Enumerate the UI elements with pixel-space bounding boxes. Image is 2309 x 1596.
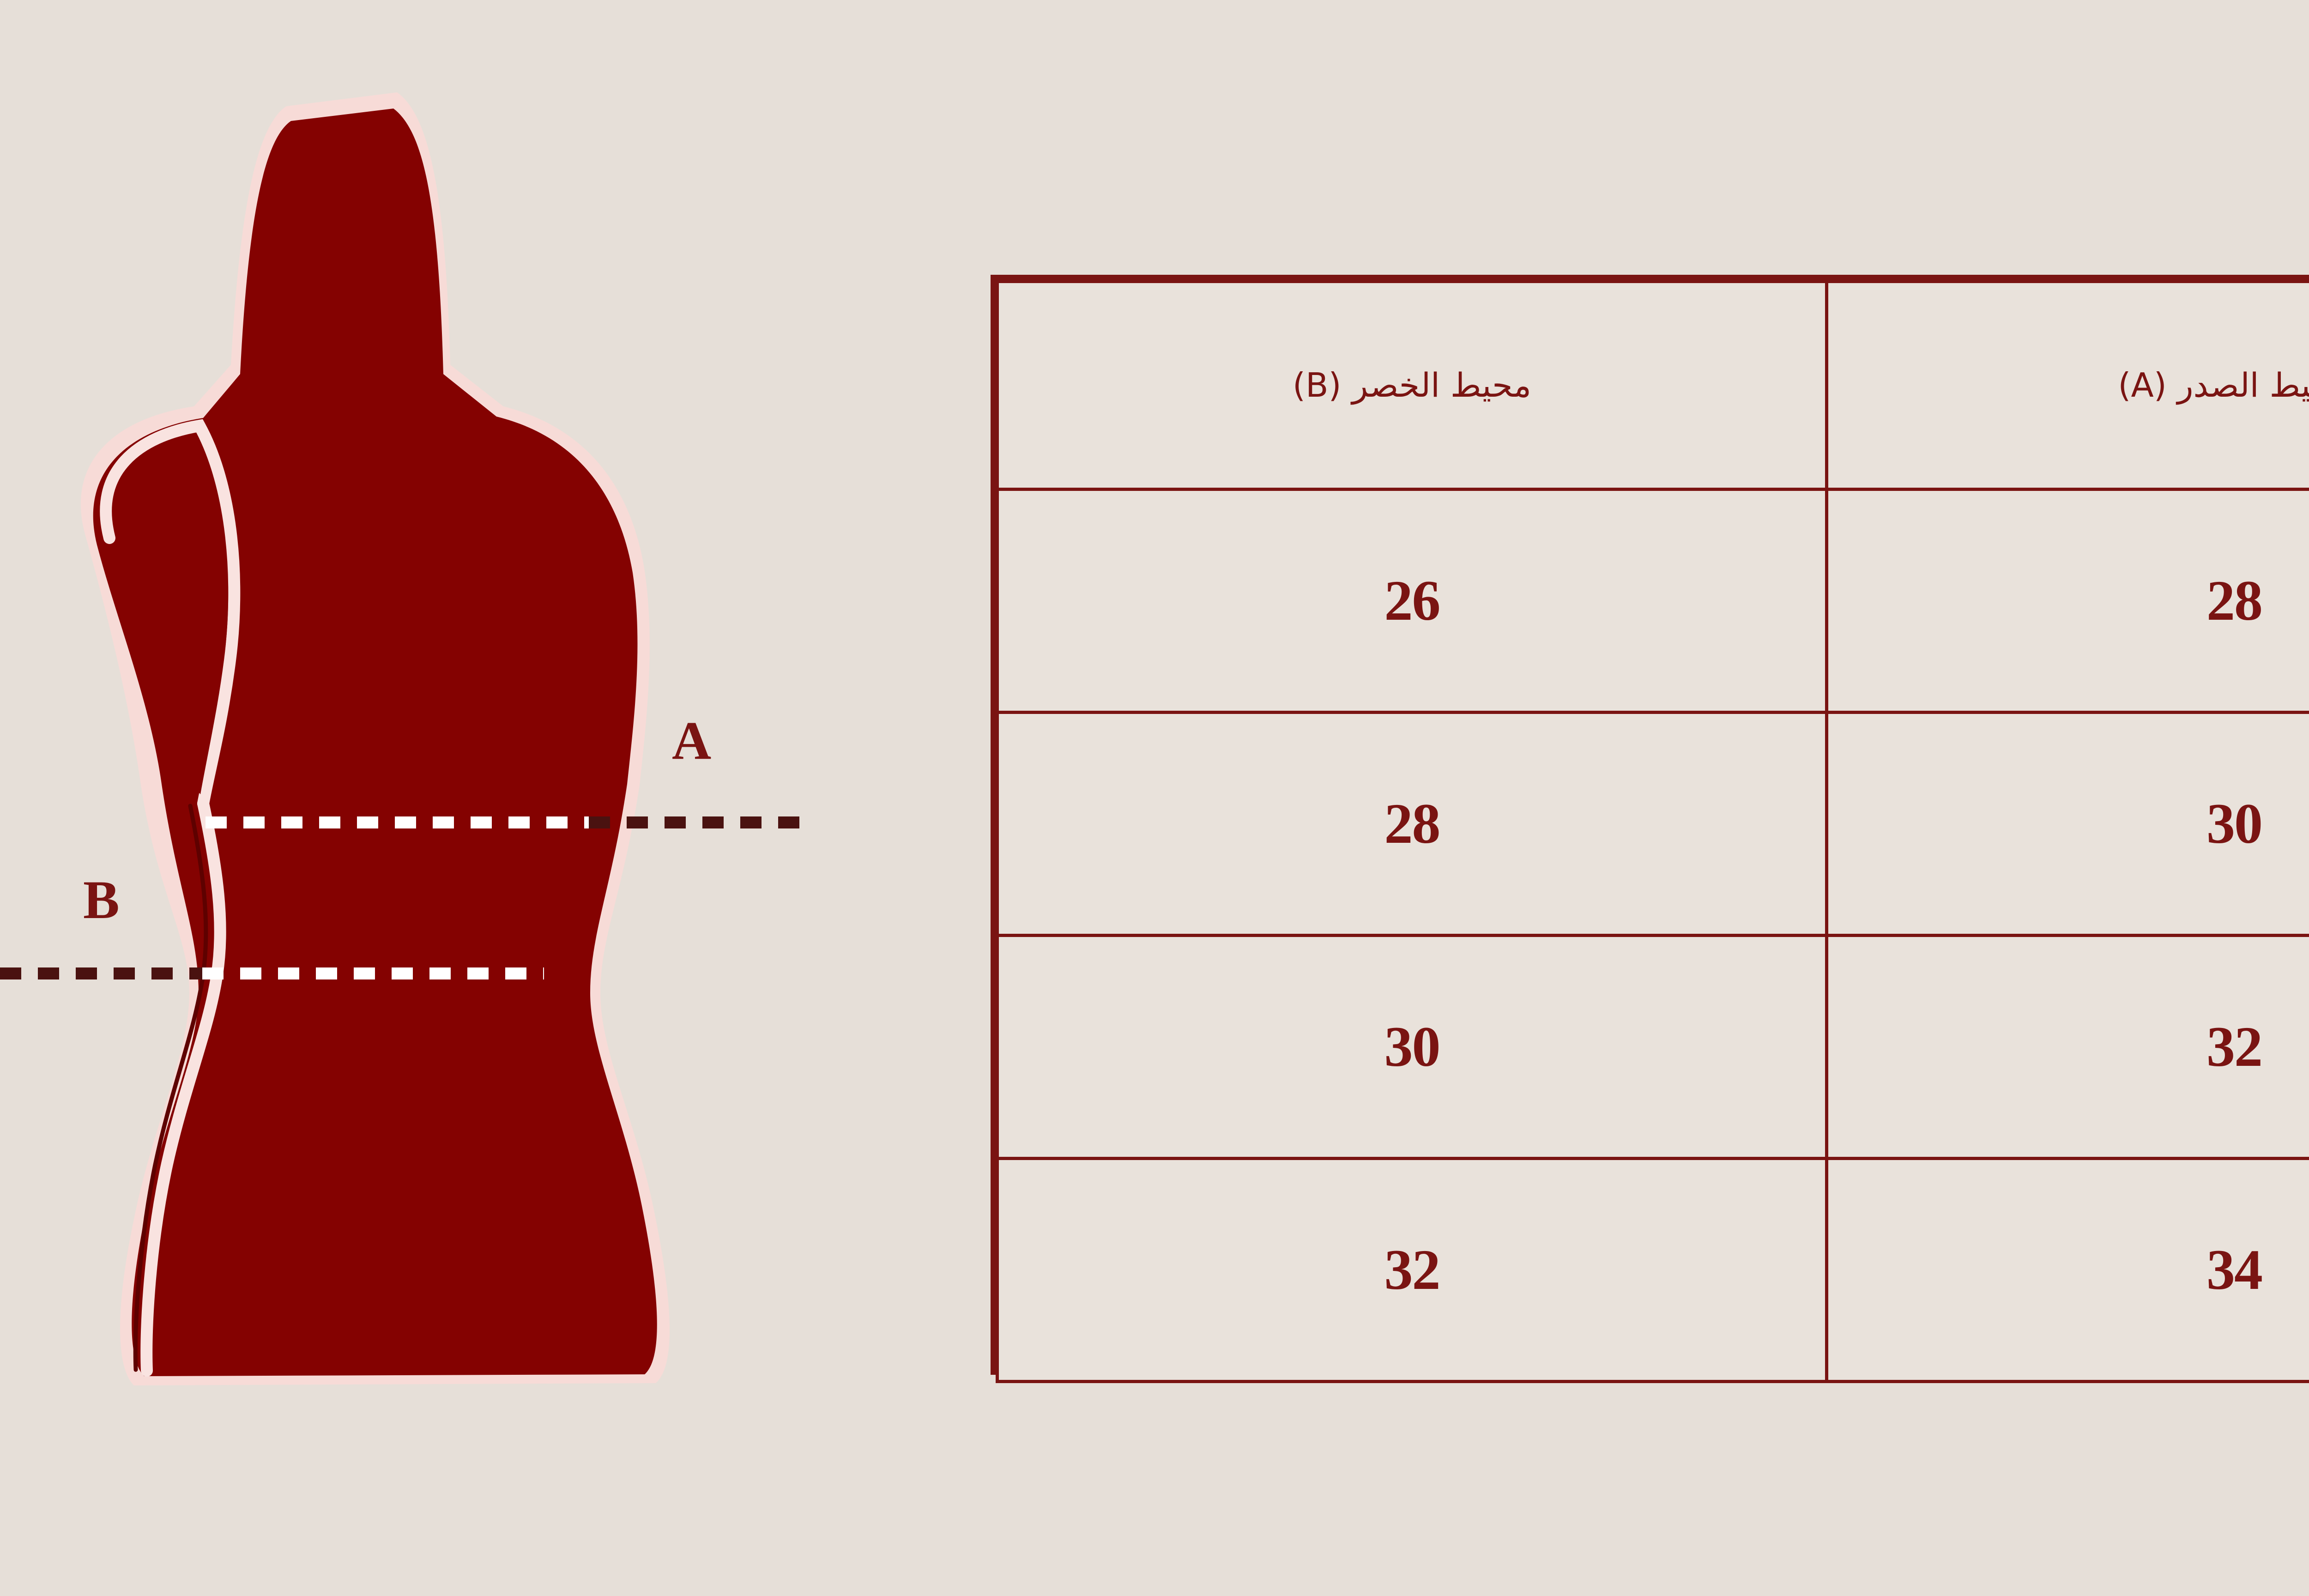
- dress-form-svg: [0, 92, 804, 1385]
- cell-waist: 32: [996, 1157, 1828, 1383]
- cell-chest: 28: [1825, 488, 2309, 714]
- table-row: 28 30 M: [996, 711, 2309, 937]
- table-header-row: محيط الخصر (B) محيط الصدر (A) المقاس (إن…: [996, 280, 2309, 491]
- cell-chest: 30: [1825, 711, 2309, 937]
- side-seam-line: [140, 798, 226, 1377]
- armhole-outline: [100, 419, 241, 810]
- armhole-inner-shade: [118, 450, 229, 794]
- cell-waist: 28: [996, 711, 1828, 937]
- mannequin-silhouette: [93, 109, 657, 1376]
- cell-waist: 26: [996, 488, 1828, 714]
- side-seam-line-2: [133, 804, 208, 1372]
- waist-measure-label-b: B: [83, 870, 120, 930]
- table-row: 30 32 L: [996, 934, 2309, 1160]
- mannequin-illustration: A B: [0, 0, 970, 1596]
- table-row: 26 28 S: [996, 488, 2309, 714]
- size-chart-table: محيط الخصر (B) محيط الصدر (A) المقاس (إن…: [991, 275, 2309, 1383]
- chest-measure-label-a: A: [672, 710, 712, 771]
- cell-waist: 30: [996, 934, 1828, 1160]
- column-header-waist: محيط الخصر (B): [996, 280, 1828, 491]
- cell-chest: 32: [1825, 934, 2309, 1160]
- mannequin-body-group: [80, 92, 670, 1385]
- column-header-chest: محيط الصدر (A): [1825, 280, 2309, 491]
- cell-chest: 34: [1825, 1157, 2309, 1383]
- table-row: 32 34 XL: [996, 1157, 2309, 1383]
